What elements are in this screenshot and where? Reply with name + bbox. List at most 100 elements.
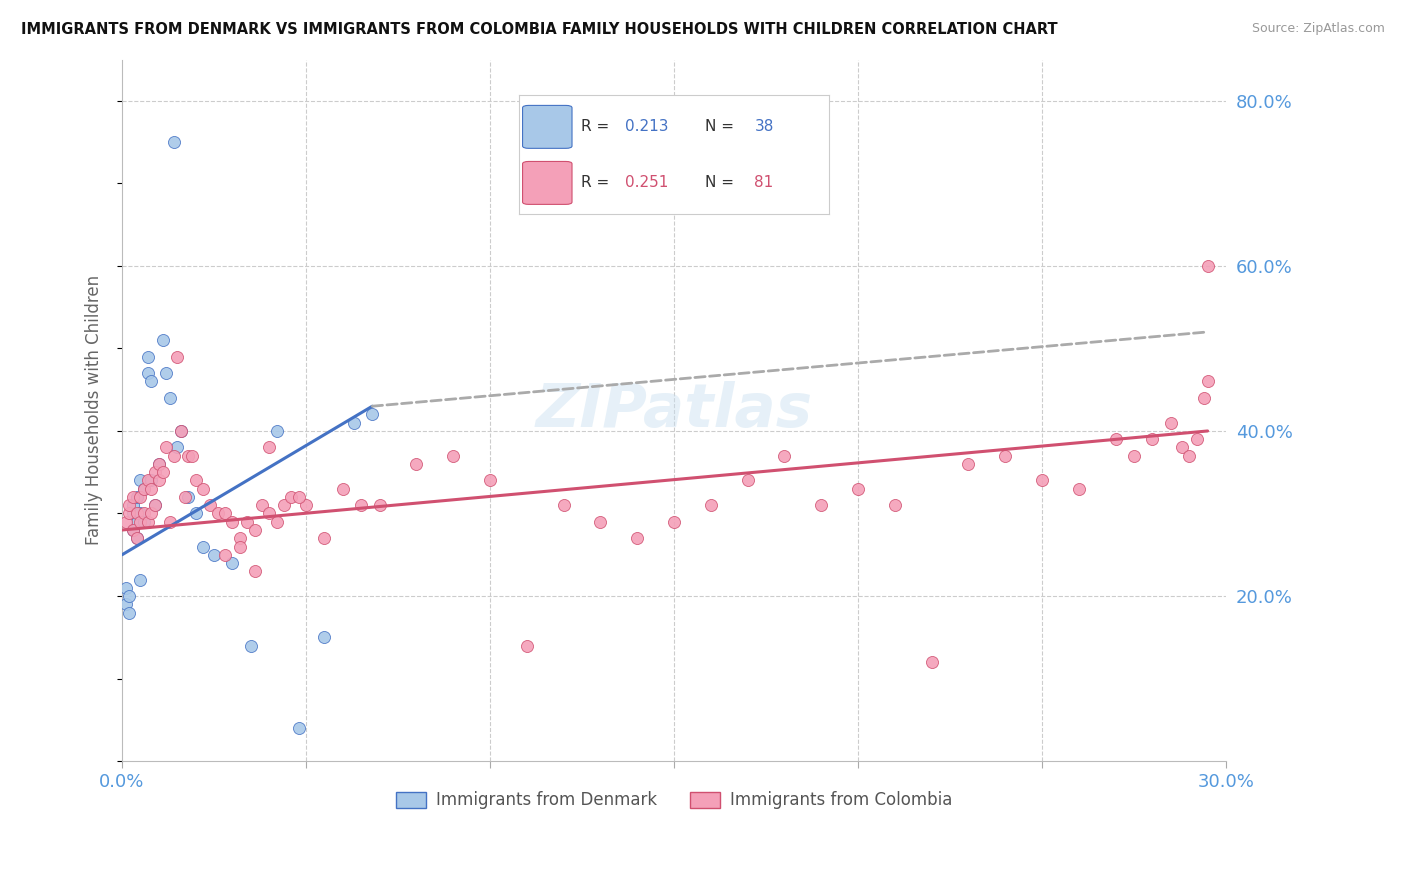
Legend: Immigrants from Denmark, Immigrants from Colombia: Immigrants from Denmark, Immigrants from… — [389, 785, 959, 816]
Point — [148, 474, 170, 488]
Point — [883, 498, 905, 512]
Point — [141, 482, 163, 496]
Point — [239, 639, 262, 653]
Point — [1104, 432, 1126, 446]
Point — [202, 548, 225, 562]
Point — [136, 474, 159, 488]
Point — [207, 507, 229, 521]
Point — [229, 531, 252, 545]
Point — [191, 540, 214, 554]
Point — [287, 490, 309, 504]
Point — [141, 474, 163, 488]
Point — [287, 721, 309, 735]
Point — [118, 606, 141, 620]
Point — [214, 548, 236, 562]
Point — [122, 490, 145, 504]
Point — [1197, 375, 1219, 389]
Point — [229, 540, 252, 554]
Point — [257, 441, 280, 455]
Point — [152, 465, 174, 479]
Point — [250, 498, 273, 512]
Point — [846, 482, 869, 496]
Point — [129, 507, 152, 521]
Point — [114, 581, 136, 595]
Point — [114, 515, 136, 529]
Point — [155, 441, 177, 455]
Point — [141, 375, 163, 389]
Point — [191, 482, 214, 496]
Point — [173, 490, 195, 504]
Point — [516, 639, 538, 653]
Point — [553, 498, 575, 512]
Point — [118, 507, 141, 521]
Point — [314, 531, 336, 545]
Point — [1192, 391, 1215, 405]
Point — [1031, 474, 1053, 488]
Point — [152, 333, 174, 347]
Point — [136, 515, 159, 529]
Point — [148, 457, 170, 471]
Point — [114, 597, 136, 611]
Point — [170, 424, 193, 438]
Point — [243, 523, 266, 537]
Point — [273, 498, 295, 512]
Y-axis label: Family Households with Children: Family Households with Children — [86, 276, 103, 545]
Point — [314, 630, 336, 644]
Point — [221, 515, 243, 529]
Point — [626, 531, 648, 545]
Point — [141, 507, 163, 521]
Point — [155, 366, 177, 380]
Point — [405, 457, 427, 471]
Point — [125, 531, 148, 545]
Point — [122, 498, 145, 512]
Point — [1160, 416, 1182, 430]
Point — [221, 556, 243, 570]
Point — [129, 490, 152, 504]
Point — [181, 449, 204, 463]
Point — [266, 515, 288, 529]
Point — [350, 498, 373, 512]
Point — [737, 474, 759, 488]
Point — [143, 465, 166, 479]
Point — [368, 498, 391, 512]
Point — [1142, 432, 1164, 446]
Point — [810, 498, 832, 512]
Point — [177, 490, 200, 504]
Point — [184, 507, 207, 521]
Point — [1197, 259, 1219, 273]
Point — [1123, 449, 1146, 463]
Point — [125, 531, 148, 545]
Point — [162, 449, 184, 463]
Point — [129, 515, 152, 529]
Point — [122, 523, 145, 537]
Point — [957, 457, 980, 471]
Point — [159, 391, 181, 405]
Point — [125, 515, 148, 529]
Point — [129, 474, 152, 488]
Point — [122, 523, 145, 537]
Point — [177, 449, 200, 463]
Point — [134, 507, 156, 521]
Point — [700, 498, 723, 512]
Point — [125, 507, 148, 521]
Point — [280, 490, 302, 504]
Point — [1178, 449, 1201, 463]
Point — [236, 515, 259, 529]
Point — [662, 515, 685, 529]
Point — [166, 441, 188, 455]
Point — [129, 573, 152, 587]
Point — [166, 350, 188, 364]
Point — [361, 408, 384, 422]
Point — [1185, 432, 1208, 446]
Point — [243, 564, 266, 578]
Text: ZIPatlas: ZIPatlas — [536, 381, 813, 440]
Point — [1171, 441, 1194, 455]
Point — [134, 515, 156, 529]
Point — [148, 457, 170, 471]
Point — [343, 416, 366, 430]
Point — [118, 589, 141, 603]
Point — [200, 498, 222, 512]
Point — [266, 424, 288, 438]
Point — [332, 482, 354, 496]
Point — [134, 482, 156, 496]
